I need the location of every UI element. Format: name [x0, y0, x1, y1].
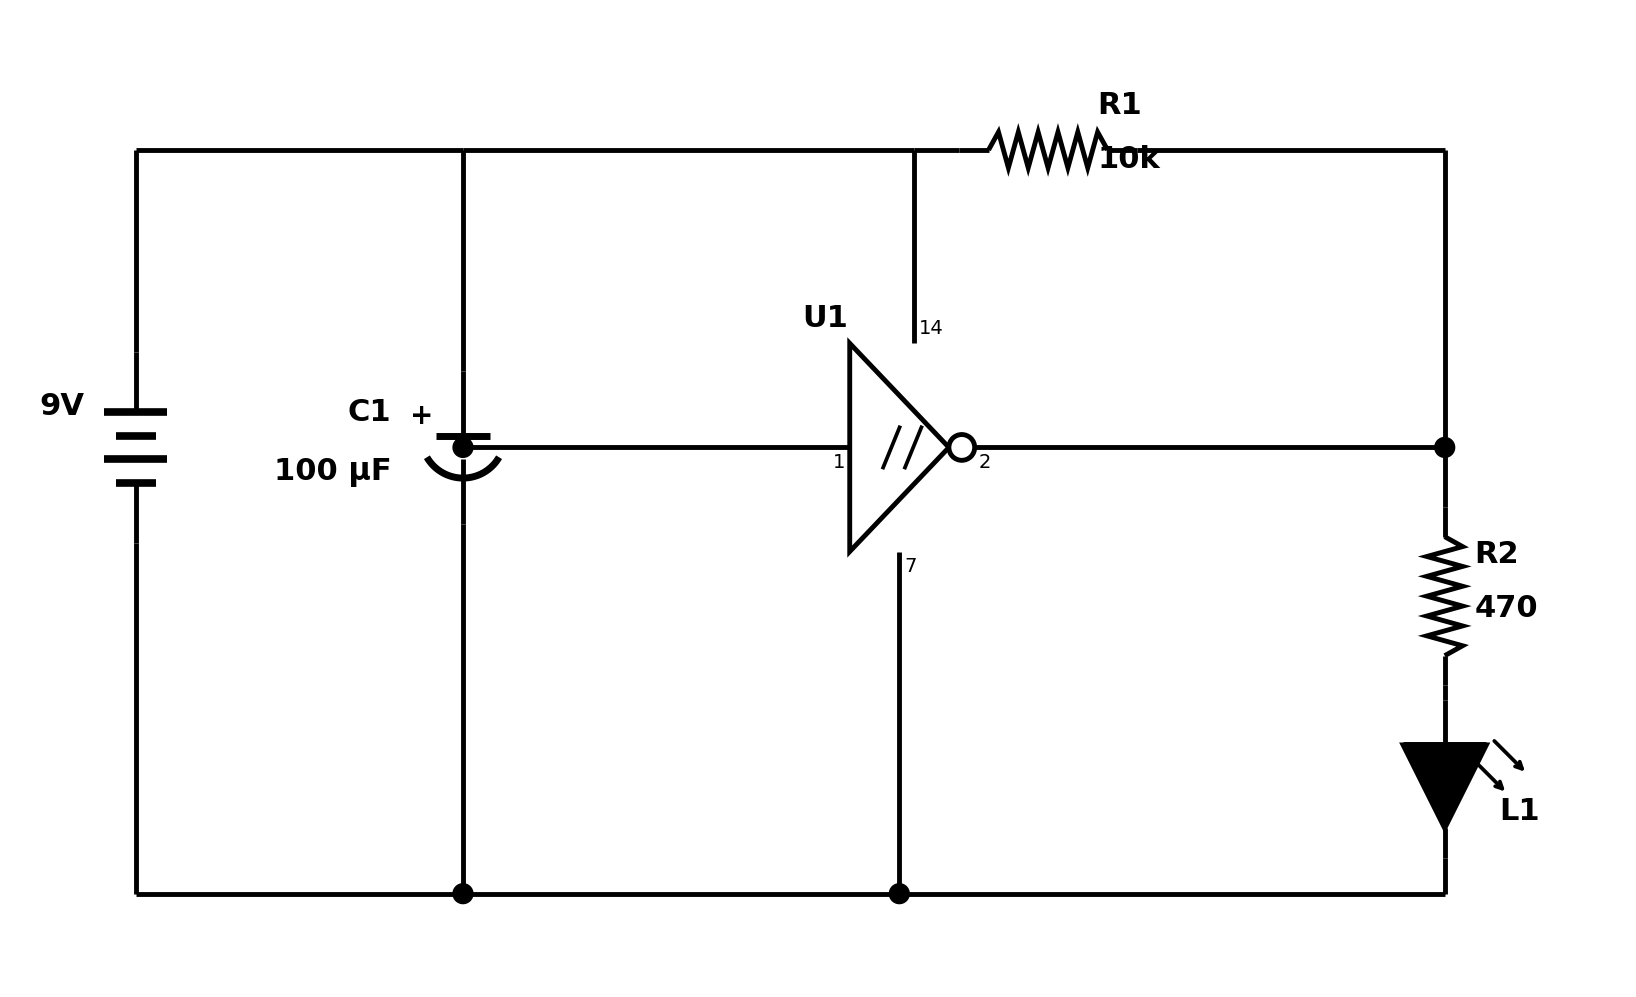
Text: U1: U1: [802, 304, 847, 333]
Circle shape: [1435, 438, 1454, 458]
Text: 100 μF: 100 μF: [273, 458, 391, 487]
Circle shape: [453, 438, 473, 458]
Circle shape: [949, 435, 975, 461]
Text: L1: L1: [1499, 797, 1539, 826]
Polygon shape: [1404, 745, 1487, 829]
Text: 9V: 9V: [39, 392, 83, 422]
Text: 7: 7: [905, 556, 916, 575]
Text: C1: C1: [348, 398, 391, 428]
Text: 14: 14: [919, 319, 944, 338]
Text: R2: R2: [1474, 540, 1520, 569]
Text: 1: 1: [833, 453, 844, 472]
Circle shape: [453, 883, 473, 903]
Text: 470: 470: [1474, 593, 1538, 622]
Text: 2: 2: [978, 453, 991, 472]
Text: +: +: [409, 402, 434, 430]
Text: 10k: 10k: [1098, 146, 1160, 174]
Text: R1: R1: [1098, 91, 1142, 120]
Circle shape: [890, 883, 910, 903]
